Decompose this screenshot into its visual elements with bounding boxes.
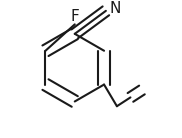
Text: N: N	[109, 1, 121, 16]
Text: F: F	[70, 9, 79, 24]
